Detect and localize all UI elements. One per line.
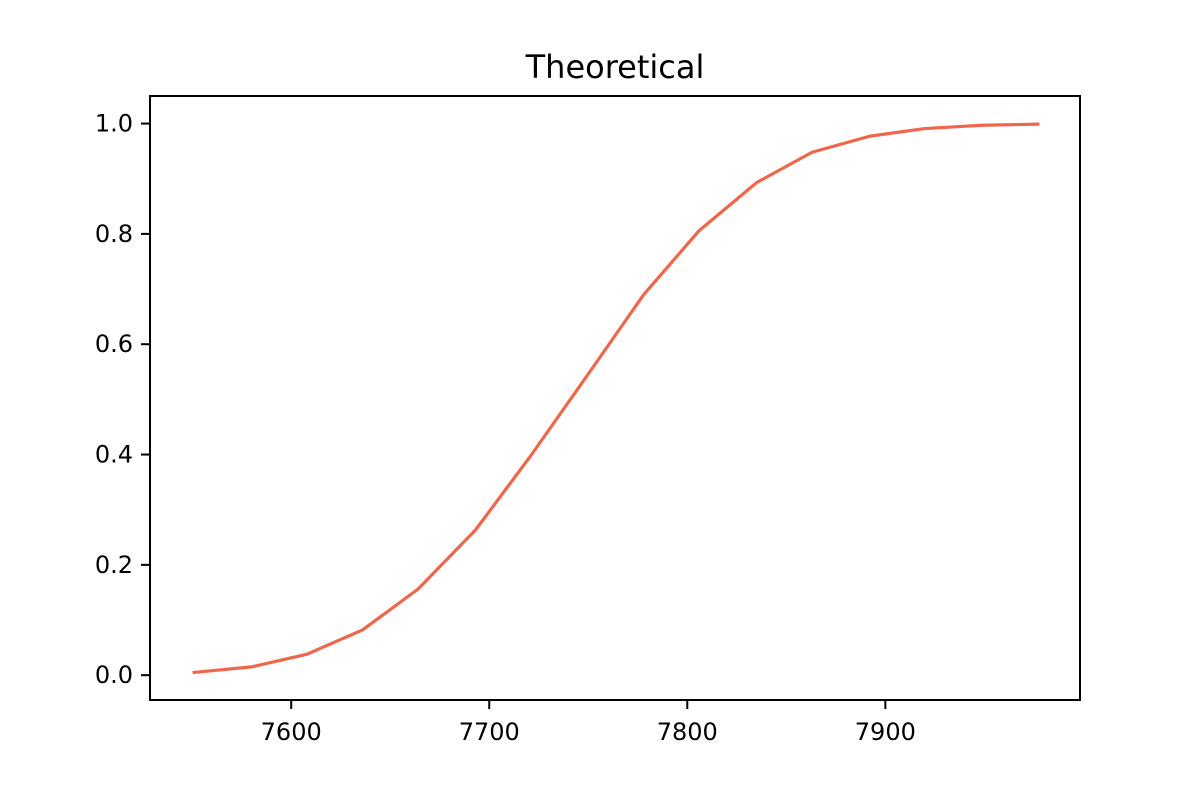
x-tick-label: 7600 <box>261 718 322 746</box>
x-tick-label: 7800 <box>657 718 718 746</box>
x-tick-label: 7700 <box>459 718 520 746</box>
y-tick-label: 1.0 <box>95 110 133 138</box>
axes-frame <box>149 95 1081 701</box>
x-axis: 7600 7700 7800 7900 <box>261 700 916 746</box>
y-tick-label: 0.2 <box>95 551 133 579</box>
plot-area <box>192 122 1040 675</box>
x-tick-label: 7900 <box>855 718 916 746</box>
chart-title: Theoretical <box>525 48 705 86</box>
y-axis: 0.0 0.2 0.4 0.6 0.8 1.0 <box>95 110 150 689</box>
series-line <box>192 122 1040 675</box>
y-tick-label: 0.0 <box>95 661 133 689</box>
y-tick-label: 0.6 <box>95 330 133 358</box>
y-tick-label: 0.8 <box>95 220 133 248</box>
y-tick-label: 0.4 <box>95 441 133 469</box>
